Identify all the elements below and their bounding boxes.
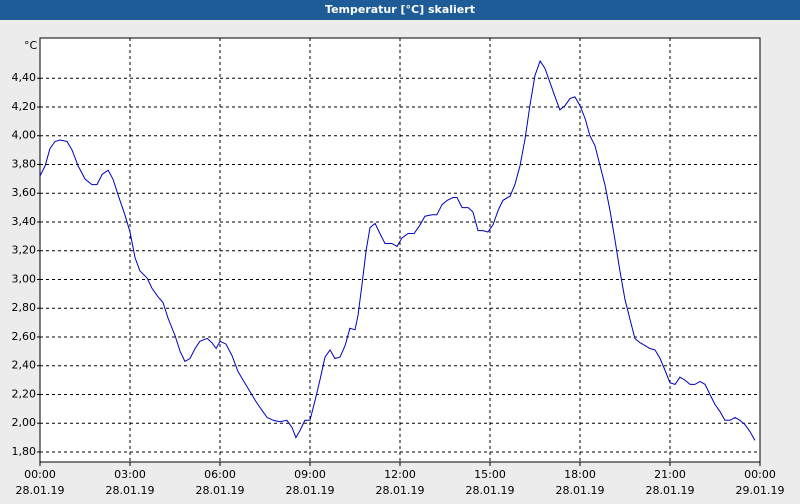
y-tick-label: 4,20 xyxy=(12,100,37,113)
y-axis-label: °C xyxy=(24,39,38,52)
x-tick-date: 28.01.19 xyxy=(106,484,155,497)
y-tick-label: 3,00 xyxy=(12,272,37,285)
chart-title: Temperatur [°C] skaliert xyxy=(325,3,475,16)
x-tick-label: 03:00 xyxy=(114,468,146,481)
y-tick-label: 2,60 xyxy=(12,330,37,343)
x-tick-label: 21:00 xyxy=(654,468,686,481)
x-tick-label: 09:00 xyxy=(294,468,326,481)
x-tick-label: 06:00 xyxy=(204,468,236,481)
x-tick-date: 28.01.19 xyxy=(646,484,695,497)
y-tick-label: 4,40 xyxy=(12,71,37,84)
y-tick-label: 2,80 xyxy=(12,301,37,314)
x-tick-label: 00:00 xyxy=(24,468,56,481)
y-tick-label: 3,60 xyxy=(12,186,37,199)
y-tick-label: 2,20 xyxy=(12,387,37,400)
x-tick-date: 28.01.19 xyxy=(466,484,515,497)
x-tick-label: 15:00 xyxy=(474,468,506,481)
x-tick-date: 28.01.19 xyxy=(16,484,65,497)
x-tick-date: 29.01.19 xyxy=(736,484,785,497)
y-tick-label: 2,00 xyxy=(12,416,37,429)
y-tick-label: 3,40 xyxy=(12,215,37,228)
x-tick-date: 28.01.19 xyxy=(376,484,425,497)
x-tick-date: 28.01.19 xyxy=(556,484,605,497)
title-bar xyxy=(0,0,800,20)
y-tick-label: 2,40 xyxy=(12,359,37,372)
y-tick-label: 3,80 xyxy=(12,157,37,170)
x-tick-date: 28.01.19 xyxy=(196,484,245,497)
temperature-line xyxy=(39,59,756,441)
x-tick-label: 12:00 xyxy=(384,468,416,481)
x-tick-date: 28.01.19 xyxy=(286,484,335,497)
x-tick-label: 18:00 xyxy=(564,468,596,481)
y-tick-label: 4,00 xyxy=(12,129,37,142)
y-tick-label: 3,20 xyxy=(12,244,37,257)
y-tick-label: 1,80 xyxy=(12,445,37,458)
x-tick-label: 00:00 xyxy=(744,468,776,481)
